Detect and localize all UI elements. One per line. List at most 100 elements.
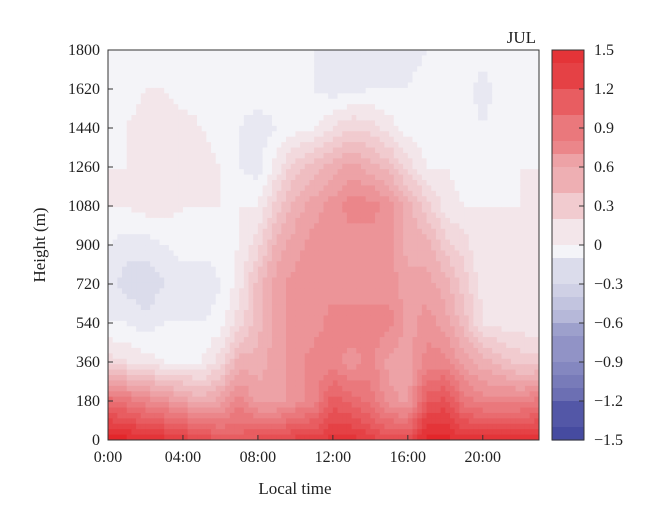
heatmap-cell [173, 391, 179, 398]
heatmap-cell [295, 180, 301, 187]
heatmap-cell [332, 223, 339, 230]
heatmap-cell [417, 152, 423, 159]
heatmap-cell [271, 158, 278, 165]
heatmap-cell [159, 423, 165, 430]
heatmap-cell [211, 337, 217, 344]
heatmap-cell [295, 239, 301, 246]
heatmap-cell [300, 87, 306, 94]
heatmap-cell [159, 369, 165, 376]
heatmap-cell [346, 131, 353, 138]
heatmap-cell [351, 358, 357, 365]
heatmap-cell [122, 190, 128, 197]
heatmap-cell [417, 385, 423, 392]
heatmap-cell [426, 380, 432, 387]
heatmap-cell [229, 196, 236, 203]
heatmap-cell [192, 245, 198, 252]
heatmap-cell [393, 131, 400, 138]
heatmap-cell [108, 239, 114, 246]
heatmap-cell [220, 131, 226, 138]
heatmap-cell [393, 196, 400, 203]
heatmap-cell [140, 152, 147, 159]
heatmap-cell [112, 136, 118, 143]
heatmap-cell [328, 71, 334, 78]
heatmap-cell [281, 158, 287, 165]
heatmap-cell [164, 223, 170, 230]
heatmap-cell [426, 217, 432, 224]
heatmap-cell [318, 169, 325, 176]
heatmap-cell [201, 396, 207, 403]
heatmap-cell [337, 391, 343, 398]
heatmap-cell [384, 147, 390, 154]
heatmap-cell [365, 347, 371, 354]
heatmap-cell [356, 169, 362, 176]
heatmap-cell [300, 98, 306, 105]
heatmap-cell [159, 174, 165, 181]
heatmap-cell [346, 326, 353, 333]
heatmap-cell [323, 272, 329, 279]
heatmap-cell [257, 364, 264, 371]
heatmap-cell [351, 223, 357, 230]
heatmap-cell [117, 93, 123, 100]
heatmap-cell [290, 353, 296, 360]
heatmap-cell [281, 196, 287, 203]
heatmap-cell [182, 304, 189, 311]
heatmap-cell [117, 169, 123, 176]
heatmap-cell [393, 109, 400, 116]
heatmap-cell [140, 163, 147, 170]
heatmap-cell [262, 147, 268, 154]
heatmap-cell [215, 293, 222, 300]
heatmap-cell [407, 293, 414, 300]
heatmap-cell [197, 310, 203, 317]
heatmap-cell [323, 391, 329, 398]
heatmap-cell [140, 310, 147, 317]
heatmap-cell [389, 174, 395, 181]
heatmap-cell [131, 136, 137, 143]
heatmap-cell [159, 228, 165, 235]
heatmap-cell [309, 98, 315, 105]
heatmap-cell [412, 152, 418, 159]
heatmap-cell [370, 364, 376, 371]
heatmap-cell [220, 272, 226, 279]
heatmap-cell [122, 228, 128, 235]
heatmap-cell [187, 196, 193, 203]
heatmap-cell [215, 375, 222, 382]
heatmap-cell [295, 391, 301, 398]
heatmap-cell [131, 266, 137, 273]
heatmap-cell [314, 82, 320, 89]
heatmap-cell [248, 353, 254, 360]
heatmap-cell [417, 434, 423, 440]
heatmap-cell [360, 120, 367, 127]
heatmap-cell [393, 201, 400, 208]
heatmap-cell [253, 87, 259, 94]
heatmap-cell [295, 174, 301, 181]
heatmap-cell [122, 277, 128, 284]
heatmap-cell [145, 174, 151, 181]
heatmap-cell [262, 185, 268, 192]
heatmap-cell [356, 82, 362, 89]
heatmap-cell [379, 82, 385, 89]
heatmap-cell [431, 185, 437, 192]
heatmap-cell [290, 347, 296, 354]
heatmap-cell [112, 315, 118, 322]
heatmap-cell [295, 142, 301, 149]
heatmap-cell [309, 331, 315, 338]
heatmap-cell [168, 82, 175, 89]
heatmap-cell [187, 266, 193, 273]
heatmap-cell [412, 277, 418, 284]
heatmap-cell [248, 347, 254, 354]
heatmap-cell [318, 320, 325, 327]
heatmap-cell [337, 261, 343, 268]
heatmap-cell [412, 196, 418, 203]
heatmap-cell [403, 353, 409, 360]
heatmap-cell [337, 320, 343, 327]
heatmap-cell [164, 245, 170, 252]
heatmap-cell [393, 120, 400, 127]
heatmap-cell [150, 109, 156, 116]
heatmap-cell [225, 353, 231, 360]
heatmap-cell [323, 50, 329, 57]
heatmap-cell [337, 402, 343, 409]
heatmap-cell [112, 109, 118, 116]
heatmap-cell [220, 288, 226, 295]
heatmap-cell [398, 109, 404, 116]
heatmap-cell [412, 212, 418, 219]
